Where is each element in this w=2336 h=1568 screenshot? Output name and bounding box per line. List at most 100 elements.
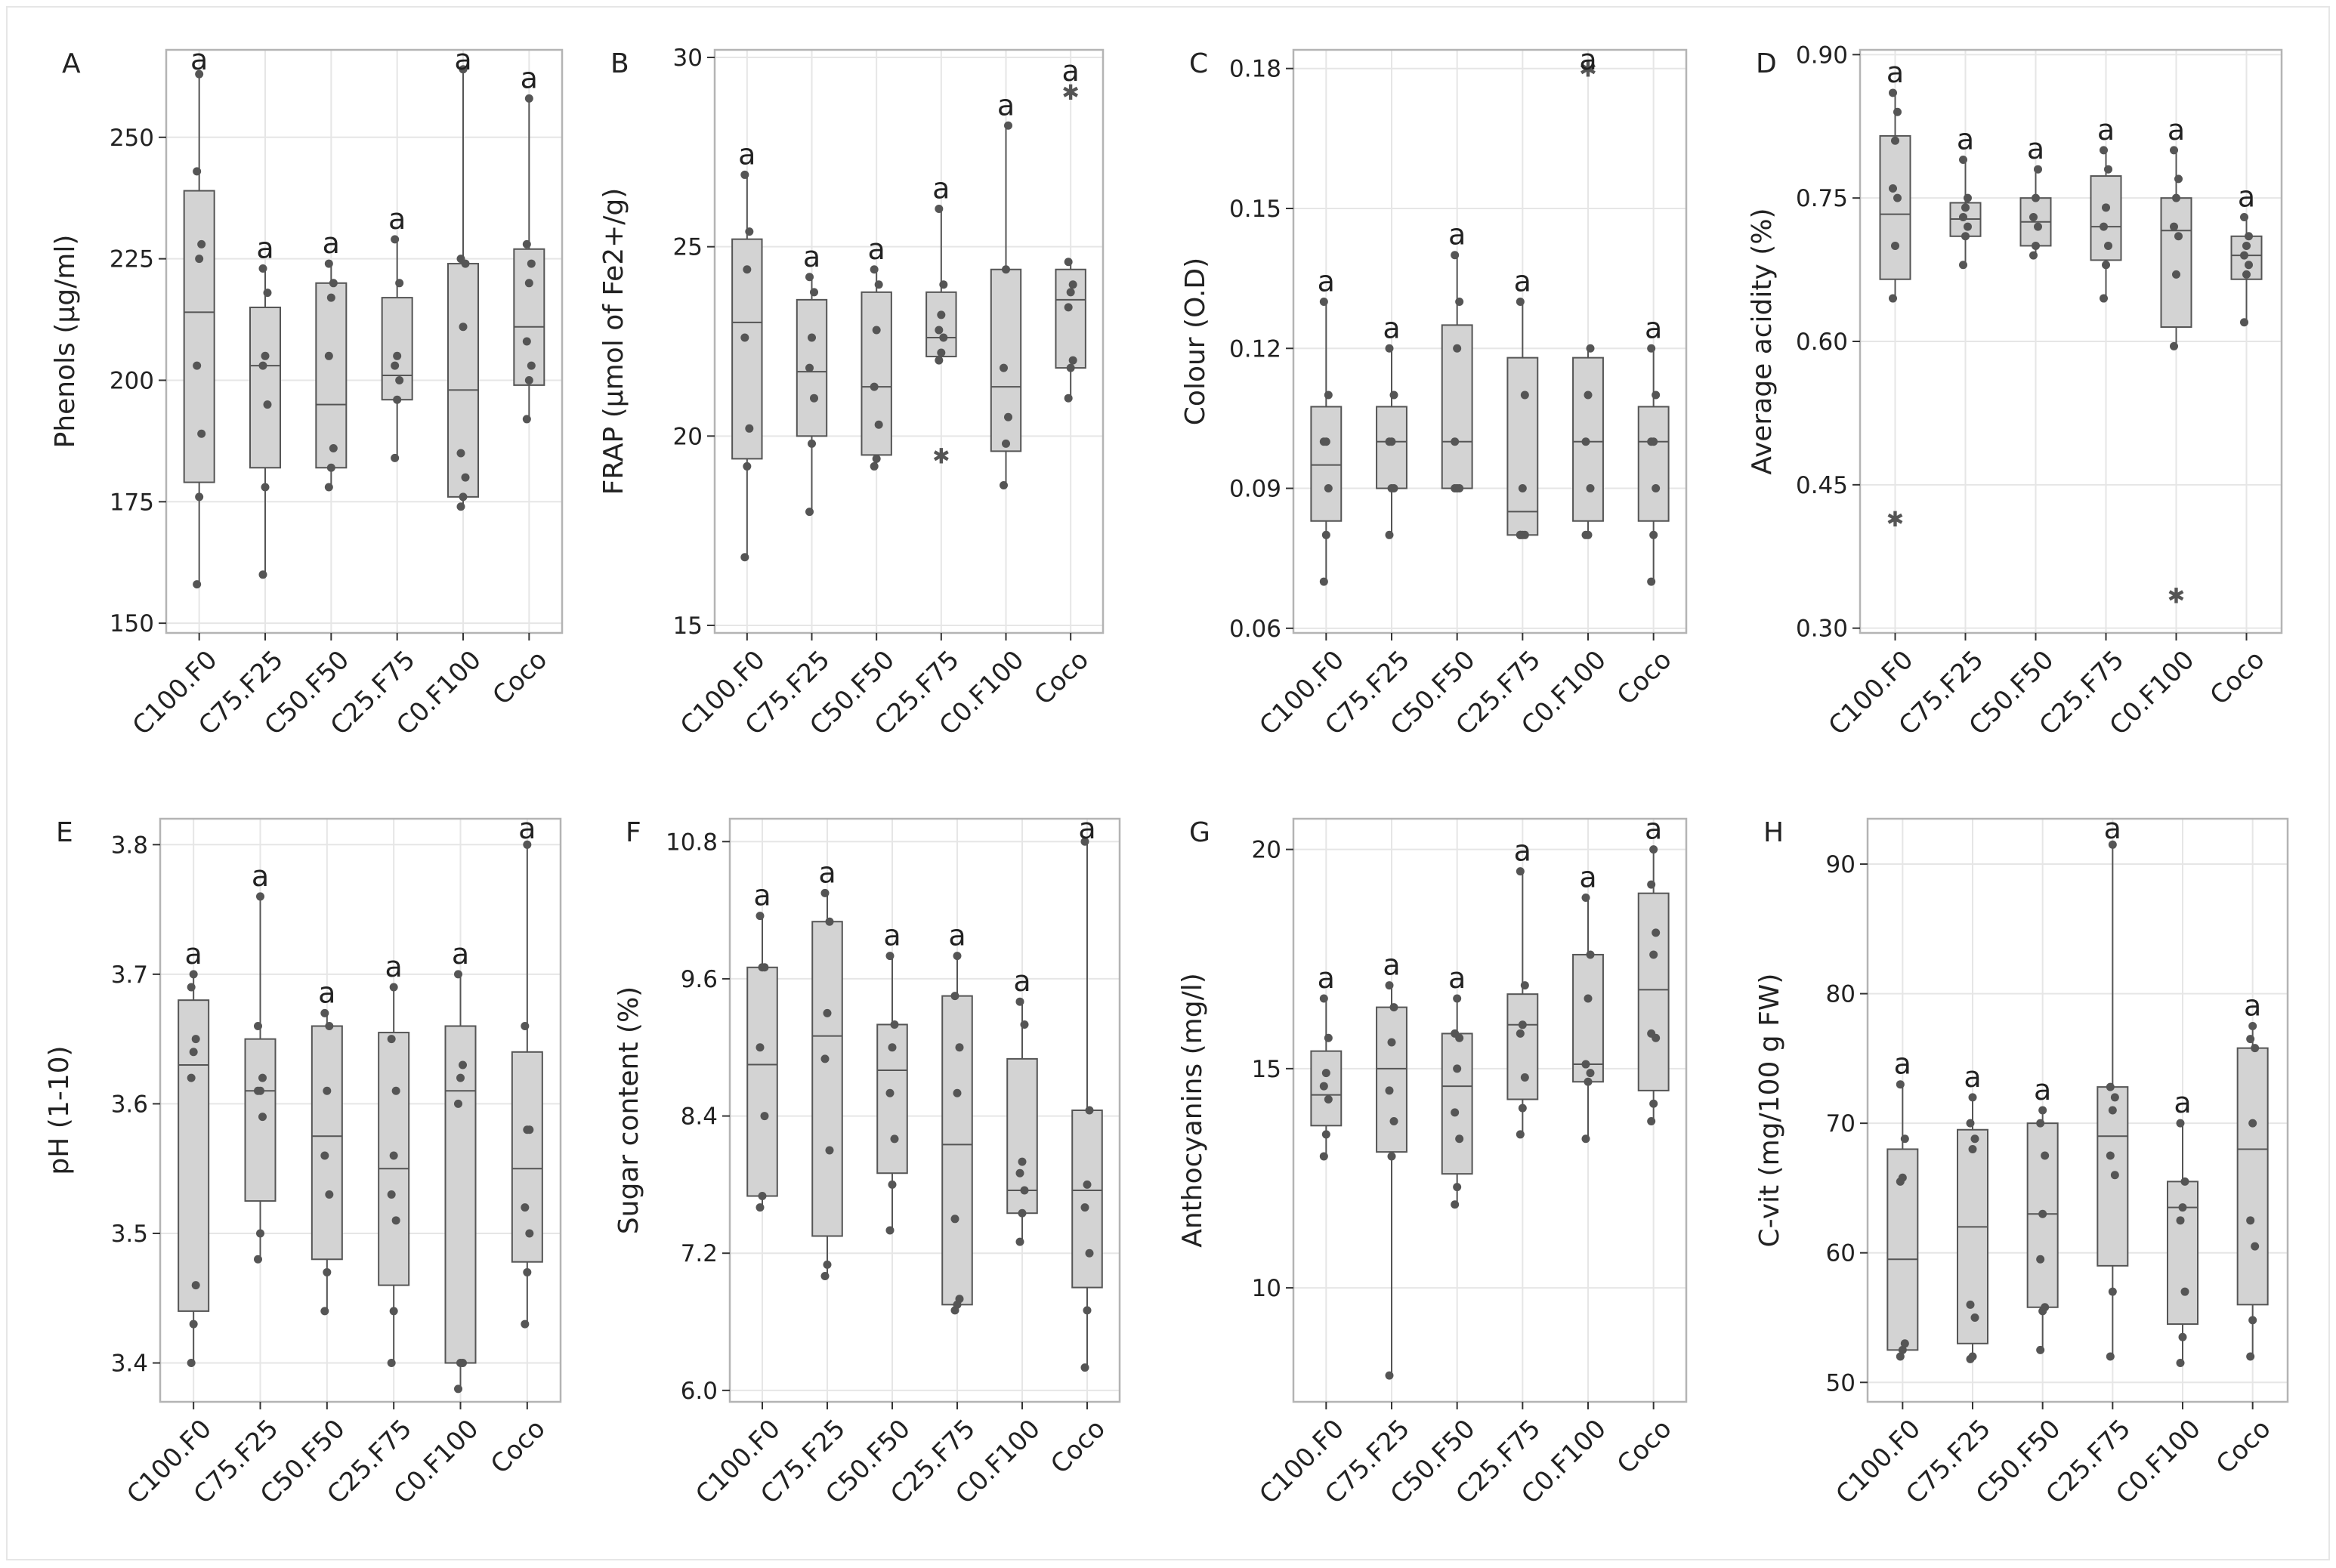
data-point — [391, 361, 400, 370]
y-axis-label: C-vit (mg/100 g FW) — [1754, 974, 1785, 1248]
data-point — [1319, 577, 1328, 586]
iqr-box — [178, 999, 210, 1312]
x-category-label: Coco — [2205, 645, 2271, 711]
data-point — [197, 429, 206, 438]
data-point — [1015, 1168, 1024, 1178]
data-point — [524, 94, 533, 103]
data-point — [805, 508, 814, 517]
data-point — [1896, 1352, 1905, 1361]
data-point — [1455, 1134, 1464, 1144]
y-tick-label: 200 — [110, 367, 154, 394]
data-point — [1647, 577, 1656, 586]
box-C100.F0: a — [183, 43, 215, 589]
data-point — [2102, 203, 2110, 212]
y-tick-label: 20 — [673, 423, 703, 450]
data-point — [1889, 294, 1897, 303]
data-point — [1584, 994, 1593, 1003]
data-point — [1387, 437, 1396, 446]
iqr-box — [1071, 1110, 1103, 1289]
significance-label: a — [454, 43, 471, 76]
iqr-box — [2167, 1181, 2198, 1326]
significance-label: a — [1448, 218, 1466, 252]
data-point — [2178, 1332, 2187, 1341]
iqr-box — [2236, 1047, 2269, 1306]
y-tick-label: 10.8 — [666, 829, 718, 856]
data-point — [758, 1192, 767, 1201]
data-point — [258, 570, 267, 579]
data-point — [256, 1086, 264, 1095]
data-point — [1649, 437, 1658, 446]
data-point — [760, 963, 769, 972]
plot-frame — [728, 817, 1121, 1403]
data-point — [1000, 363, 1008, 372]
iqr-box — [925, 291, 957, 358]
data-point — [935, 356, 944, 365]
iqr-box — [2160, 197, 2192, 329]
data-point — [256, 892, 264, 901]
data-point — [740, 553, 749, 562]
data-point — [1451, 1200, 1460, 1209]
y-tick-label: 10 — [1252, 1275, 1281, 1302]
data-point — [1581, 1134, 1590, 1144]
data-point — [825, 917, 834, 926]
y-tick-label: 0.90 — [1796, 42, 1848, 69]
data-point — [324, 483, 333, 492]
data-point — [2172, 193, 2180, 202]
data-point — [2032, 241, 2040, 250]
data-point — [953, 1088, 962, 1097]
iqr-box — [1310, 406, 1343, 522]
data-point — [1959, 156, 1967, 165]
data-point — [955, 1295, 964, 1304]
significance-label: a — [190, 43, 208, 76]
data-point — [1066, 288, 1075, 297]
data-point — [1893, 107, 1902, 116]
data-point — [1649, 1099, 1658, 1108]
data-point — [1083, 1306, 1092, 1315]
data-point — [1080, 1363, 1089, 1372]
data-point — [1000, 480, 1008, 489]
data-point — [187, 983, 196, 992]
data-point — [888, 1180, 897, 1189]
box-C25.F75: a — [378, 950, 410, 1368]
data-point — [1385, 344, 1394, 353]
data-point — [1961, 203, 1970, 212]
data-point — [527, 259, 536, 268]
data-point — [937, 348, 946, 357]
significance-label: a — [252, 860, 269, 893]
data-point — [820, 1054, 830, 1063]
box-C50.F50: a — [1441, 218, 1473, 493]
data-point — [2246, 1352, 2255, 1361]
data-point — [387, 1359, 396, 1368]
outlier-marker: ✱ — [1579, 57, 1596, 82]
data-point — [1321, 1069, 1330, 1078]
iqr-box — [444, 1025, 477, 1364]
y-axis-label: Average acidity (%) — [1747, 208, 1778, 474]
data-point — [1652, 928, 1661, 937]
panel-D: 0.30 0.45 0.60 0.75 0.90 Average acidity (%) D… — [1747, 42, 2283, 741]
data-point — [1516, 1130, 1525, 1139]
data-point — [2245, 261, 2253, 270]
data-point — [1324, 484, 1333, 493]
significance-label: a — [1645, 813, 1662, 846]
y-tick-label: 80 — [1826, 981, 1856, 1008]
significance-label: a — [2027, 132, 2044, 165]
data-point — [1385, 981, 1394, 990]
data-point — [1584, 390, 1593, 400]
data-point — [320, 1307, 329, 1316]
data-point — [195, 255, 204, 264]
data-point — [2251, 1242, 2260, 1251]
iqr-box — [511, 1051, 543, 1263]
y-tick-label: 0.12 — [1229, 335, 1281, 363]
data-point — [2104, 165, 2112, 174]
data-point — [1586, 1069, 1595, 1078]
data-point — [1385, 1371, 1394, 1380]
data-point — [953, 952, 962, 961]
data-point — [890, 1020, 899, 1029]
data-point — [740, 170, 749, 179]
panel-letter: F — [626, 817, 641, 848]
significance-label: a — [388, 202, 406, 236]
significance-label: a — [818, 856, 836, 889]
iqr-box — [1055, 268, 1086, 369]
